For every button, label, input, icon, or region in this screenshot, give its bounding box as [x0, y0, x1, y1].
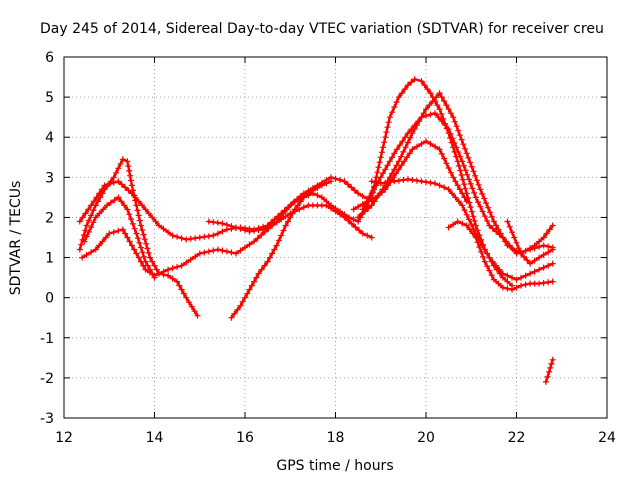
x-tick-label: 20: [417, 430, 435, 446]
plus-markers: [205, 138, 470, 235]
satellite-track-11: [445, 218, 556, 293]
satellite-track-4: [81, 194, 158, 281]
y-tick-label: -3: [40, 411, 54, 427]
series-layer: [76, 76, 556, 385]
x-tick-label: 14: [146, 430, 164, 446]
plus-markers: [228, 178, 380, 321]
y-tick-label: 2: [45, 210, 54, 226]
series-line: [207, 140, 468, 233]
satellite-track-13: [542, 356, 556, 385]
plus-markers: [79, 202, 375, 279]
plus-markers: [445, 218, 556, 293]
satellite-track-6: [205, 138, 470, 235]
y-tick-label: 6: [45, 50, 54, 66]
chart-title: Day 245 of 2014, Sidereal Day-to-day VTE…: [40, 21, 604, 37]
y-tick-label: 3: [45, 170, 54, 186]
y-tick-label: -2: [40, 371, 54, 387]
y-tick-label: 4: [45, 130, 54, 146]
series-line: [80, 204, 373, 277]
satellite-track-12: [504, 218, 556, 267]
y-tick-label: 1: [45, 251, 54, 267]
x-tick-label: 24: [598, 430, 616, 446]
x-tick-label: 22: [508, 430, 526, 446]
y-tick-label: 5: [45, 90, 54, 106]
satellite-track-5: [228, 178, 380, 321]
plus-markers: [504, 218, 556, 267]
x-tick-label: 16: [236, 430, 254, 446]
plus-markers: [542, 356, 556, 385]
plus-markers: [81, 194, 158, 281]
series-line: [506, 220, 554, 265]
x-axis-label: GPS time / hours: [276, 458, 393, 474]
satellite-track-3: [79, 202, 375, 279]
x-tick-label: 12: [55, 430, 73, 446]
y-tick-label: -1: [40, 331, 54, 347]
y-tick-label: 0: [45, 291, 54, 307]
x-tick-label: 18: [327, 430, 345, 446]
y-axis-label: SDTVAR / TECUs: [8, 181, 24, 296]
